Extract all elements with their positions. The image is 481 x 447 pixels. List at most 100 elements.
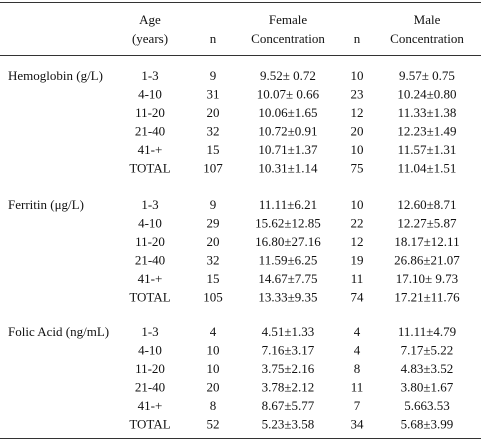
group-label: Ferritin (μg/L) — [8, 197, 84, 212]
n-male: 10 — [351, 197, 364, 212]
male-concentration: 17.21±11.76 — [394, 290, 460, 305]
n-male: 7 — [354, 398, 361, 413]
male-concentration: 11.11±4.79 — [398, 324, 456, 339]
n-male: 22 — [351, 216, 364, 231]
n-male: 23 — [351, 87, 364, 102]
n-male: 8 — [354, 361, 361, 376]
header-age: (years) — [132, 31, 168, 46]
female-concentration: 3.78±2.12 — [262, 380, 315, 395]
age: 1-3 — [141, 68, 158, 83]
male-concentration: 12.27±5.87 — [397, 216, 457, 231]
age: 4-10 — [138, 87, 162, 102]
male-concentration: 18.17±12.11 — [394, 234, 459, 249]
header-age: Age — [139, 12, 161, 27]
n-female: 20 — [207, 380, 220, 395]
age: 21-40 — [135, 124, 165, 139]
header-n: n — [210, 31, 217, 46]
male-concentration: 4.83±3.52 — [401, 361, 454, 376]
n-female: 20 — [207, 105, 220, 120]
age: 11-20 — [135, 234, 165, 249]
header-male: Male — [414, 12, 441, 27]
age: TOTAL — [129, 417, 170, 432]
group-label: Folic Acid (ng/mL) — [8, 324, 109, 339]
n-male: 20 — [351, 124, 364, 139]
male-concentration: 3.80±1.67 — [401, 380, 454, 395]
age: 1-3 — [141, 197, 158, 212]
n-male: 12 — [351, 105, 364, 120]
n-male: 11 — [351, 271, 364, 286]
age: 41-+ — [138, 271, 163, 286]
age: 21-40 — [135, 380, 165, 395]
male-concentration: 12.60±8.71 — [397, 197, 456, 212]
age: 41-+ — [138, 398, 163, 413]
n-male: 10 — [351, 142, 364, 157]
n-female: 32 — [207, 124, 220, 139]
age: 11-20 — [135, 361, 165, 376]
female-concentration: 7.16±3.17 — [262, 343, 315, 358]
n-female: 31 — [207, 87, 220, 102]
age: TOTAL — [129, 161, 170, 176]
n-female: 15 — [207, 271, 220, 286]
male-concentration: 12.23±1.49 — [397, 124, 456, 139]
male-concentration: 5.68±3.99 — [401, 417, 454, 432]
header-n: n — [354, 31, 361, 46]
n-female: 4 — [210, 324, 217, 339]
n-female: 20 — [207, 234, 220, 249]
header-male: Concentration — [390, 31, 464, 46]
n-female: 10 — [207, 343, 220, 358]
female-concentration: 10.72±0.91 — [258, 124, 317, 139]
age: 1-3 — [141, 324, 158, 339]
n-female: 10 — [207, 361, 220, 376]
n-female: 107 — [203, 161, 223, 176]
male-concentration: 11.33±1.38 — [398, 105, 457, 120]
n-female: 105 — [203, 290, 223, 305]
female-concentration: 10.31±1.14 — [258, 161, 318, 176]
group-label: Hemoglobin (g/L) — [8, 68, 103, 83]
female-concentration: 3.75±2.16 — [262, 361, 315, 376]
female-concentration: 5.23±3.58 — [262, 417, 315, 432]
female-concentration: 15.62±12.85 — [255, 216, 321, 231]
header-female: Female — [269, 12, 307, 27]
female-concentration: 10.71±1.37 — [258, 142, 318, 157]
n-female: 8 — [210, 398, 217, 413]
female-concentration: 11.59±6.25 — [259, 253, 318, 268]
male-concentration: 9.57± 0.75 — [399, 68, 455, 83]
n-female: 9 — [210, 68, 217, 83]
male-concentration: 17.10± 9.73 — [396, 271, 458, 286]
n-female: 52 — [207, 417, 220, 432]
female-concentration: 13.33±9.35 — [258, 290, 317, 305]
age: 4-10 — [138, 216, 162, 231]
n-male: 4 — [354, 324, 361, 339]
female-concentration: 10.07± 0.66 — [257, 87, 320, 102]
n-male: 19 — [351, 253, 364, 268]
male-concentration: 26.86±21.07 — [394, 253, 460, 268]
n-male: 10 — [351, 68, 364, 83]
male-concentration: 7.17±5.22 — [401, 343, 454, 358]
header-female: Concentration — [251, 31, 325, 46]
age: 11-20 — [135, 105, 165, 120]
age: 41-+ — [138, 142, 163, 157]
male-concentration: 11.04±1.51 — [398, 161, 457, 176]
n-male: 34 — [351, 417, 365, 432]
n-male: 74 — [351, 290, 365, 305]
female-concentration: 16.80±27.16 — [255, 234, 321, 249]
male-concentration: 10.24±0.80 — [397, 87, 456, 102]
female-concentration: 4.51±1.33 — [262, 324, 315, 339]
female-concentration: 14.67±7.75 — [258, 271, 317, 286]
female-concentration: 8.67±5.77 — [262, 398, 315, 413]
n-male: 4 — [354, 343, 361, 358]
n-male: 12 — [351, 234, 364, 249]
age: TOTAL — [129, 290, 170, 305]
female-concentration: 11.11±6.21 — [259, 197, 317, 212]
n-female: 15 — [207, 142, 220, 157]
n-male: 11 — [351, 380, 364, 395]
n-female: 29 — [207, 216, 220, 231]
n-male: 75 — [351, 161, 364, 176]
female-concentration: 10.06±1.65 — [258, 105, 317, 120]
n-female: 9 — [210, 197, 217, 212]
male-concentration: 11.57±1.31 — [398, 142, 457, 157]
n-female: 32 — [207, 253, 220, 268]
age: 21-40 — [135, 253, 165, 268]
male-concentration: 5.663.53 — [404, 398, 450, 413]
